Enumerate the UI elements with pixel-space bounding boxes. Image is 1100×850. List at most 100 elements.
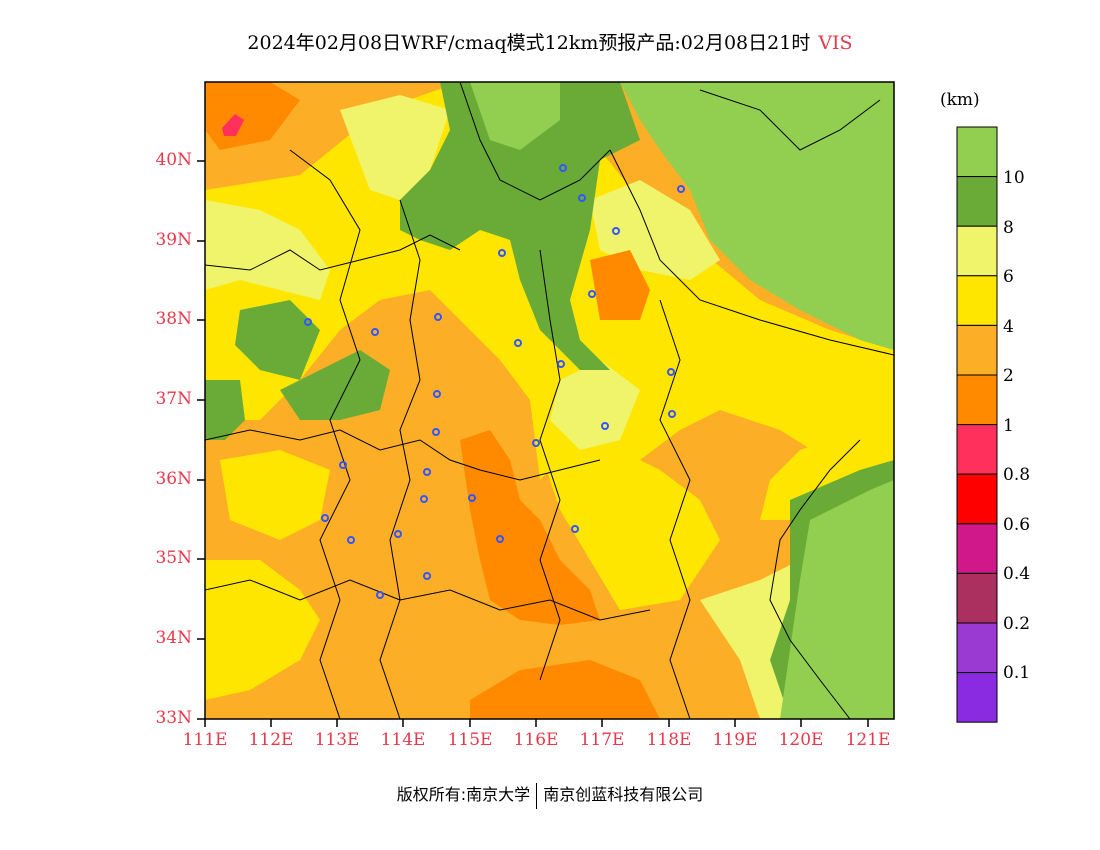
field-pale-north: [340, 95, 450, 200]
city-marker: [420, 495, 428, 503]
copyright-footer: 版权所有:南京大学 南京创蓝科技有限公司: [0, 781, 1100, 809]
colorbar-swatch: [956, 473, 998, 525]
city-marker: [434, 313, 442, 321]
colorbar-label: 0.2: [1003, 614, 1031, 634]
field-green-bohai: [620, 82, 894, 350]
lon-label: 115E: [447, 730, 493, 750]
city-markers: [304, 164, 685, 599]
colorbar-swatch: [956, 523, 998, 574]
colorbar-swatch: [956, 672, 998, 723]
field-yellow-southwest: [205, 560, 320, 700]
city-marker: [376, 591, 384, 599]
city-marker: [601, 422, 609, 430]
city-marker: [514, 339, 522, 347]
coastline: [609, 149, 894, 356]
lat-label: 40N: [155, 150, 192, 170]
lon-label: 119E: [712, 730, 758, 750]
field-pale-west: [205, 200, 330, 300]
city-marker: [677, 185, 685, 193]
field-darkgreen-north: [400, 82, 640, 370]
city-marker: [571, 525, 579, 533]
visibility-field: [205, 82, 894, 719]
colorbar-swatch: [956, 225, 998, 277]
city-marker: [433, 390, 441, 398]
copyright-right: 南京创蓝科技有限公司: [543, 785, 704, 804]
colorbar-label: 0.6: [1003, 515, 1031, 535]
city-marker: [612, 227, 620, 235]
colorbar-label: 0.8: [1003, 465, 1031, 485]
lat-label: 38N: [155, 309, 192, 329]
colorbar-label: 10: [1003, 168, 1025, 188]
city-marker: [468, 494, 476, 502]
coastline: [769, 439, 861, 719]
city-marker: [667, 368, 675, 376]
lat-label: 39N: [155, 230, 192, 250]
colorbar-label: 2: [1003, 366, 1014, 386]
city-marker: [668, 410, 676, 418]
lon-label: 113E: [314, 730, 360, 750]
colorbar-swatch: [956, 374, 998, 426]
lon-label: 111E: [182, 730, 228, 750]
colorbar-swatch: [956, 126, 998, 178]
field-pale-center: [550, 360, 640, 450]
lon-label: 121E: [845, 730, 891, 750]
field-green-north: [470, 82, 560, 150]
boundary-line: [289, 149, 361, 719]
boundary-line: [205, 579, 651, 621]
copyright-left: 版权所有:南京大学: [396, 785, 531, 804]
city-marker: [371, 328, 379, 336]
colorbar-swatch: [956, 572, 998, 624]
field-red-spot: [222, 114, 244, 136]
lat-label: 36N: [155, 469, 192, 489]
title-text: 2024年02月08日WRF/cmaq模式12km预报产品:02月08日21时: [247, 32, 811, 54]
field-yellow-center-east: [540, 440, 720, 610]
colorbar-swatch: [956, 275, 998, 326]
field-darkgreen-west: [235, 300, 320, 380]
lon-label: 114E: [380, 730, 426, 750]
city-marker: [321, 514, 329, 522]
city-marker: [496, 535, 504, 543]
city-marker: [304, 318, 312, 326]
city-marker: [432, 428, 440, 436]
city-marker: [532, 439, 540, 447]
variable-label: VIS: [818, 32, 853, 54]
lat-ticks: [197, 160, 205, 720]
boundary-line: [379, 199, 421, 719]
city-marker: [423, 572, 431, 580]
lon-ticks: [204, 719, 869, 727]
colorbar-label: 4: [1003, 317, 1014, 337]
lon-label: 118E: [646, 730, 692, 750]
field-orange-core-north: [590, 250, 650, 320]
lat-label: 33N: [155, 708, 192, 728]
boundary-line: [459, 82, 611, 201]
lat-label: 34N: [155, 628, 192, 648]
boundary-lines: [205, 82, 894, 719]
colorbar-swatch: [956, 324, 998, 376]
city-marker: [557, 360, 565, 368]
city-marker: [588, 290, 596, 298]
boundary-line: [539, 249, 561, 681]
colorbar-label: 8: [1003, 218, 1014, 238]
lat-label: 37N: [155, 389, 192, 409]
lat-label: 35N: [155, 548, 192, 568]
lon-label: 117E: [579, 730, 625, 750]
city-marker: [578, 194, 586, 202]
colorbar: [956, 126, 998, 723]
lon-label: 112E: [248, 730, 294, 750]
field-darkgreen-central-west: [280, 350, 390, 420]
field-orange-core-south: [460, 430, 600, 625]
colorbar-label: 6: [1003, 267, 1014, 287]
footer-separator: [536, 782, 538, 809]
colorbar-label: 1: [1003, 416, 1014, 436]
city-marker: [559, 164, 567, 172]
colorbar-unit: (km): [940, 90, 980, 110]
boundary-line: [205, 429, 601, 481]
city-marker: [394, 530, 402, 538]
boundary-line: [205, 234, 461, 271]
coastline: [699, 89, 881, 151]
lon-label: 120E: [778, 730, 824, 750]
city-marker: [423, 468, 431, 476]
map-title: 2024年02月08日WRF/cmaq模式12km预报产品:02月08日21时 V…: [0, 28, 1100, 55]
